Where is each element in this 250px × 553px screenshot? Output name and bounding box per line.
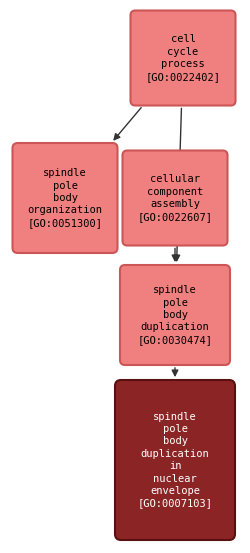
Text: spindle
pole
body
organization
[GO:0051300]: spindle pole body organization [GO:00513… — [28, 168, 102, 228]
FancyBboxPatch shape — [122, 150, 228, 246]
Text: cellular
component
assembly
[GO:0022607]: cellular component assembly [GO:0022607] — [138, 174, 212, 222]
Text: spindle
pole
body
duplication
in
nuclear
envelope
[GO:0007103]: spindle pole body duplication in nuclear… — [138, 411, 212, 508]
FancyBboxPatch shape — [130, 11, 236, 106]
Text: spindle
pole
body
duplication
[GO:0030474]: spindle pole body duplication [GO:003047… — [138, 285, 212, 345]
Text: cell
cycle
process
[GO:0022402]: cell cycle process [GO:0022402] — [146, 34, 220, 82]
FancyBboxPatch shape — [120, 265, 230, 365]
FancyBboxPatch shape — [12, 143, 118, 253]
FancyBboxPatch shape — [115, 380, 235, 540]
